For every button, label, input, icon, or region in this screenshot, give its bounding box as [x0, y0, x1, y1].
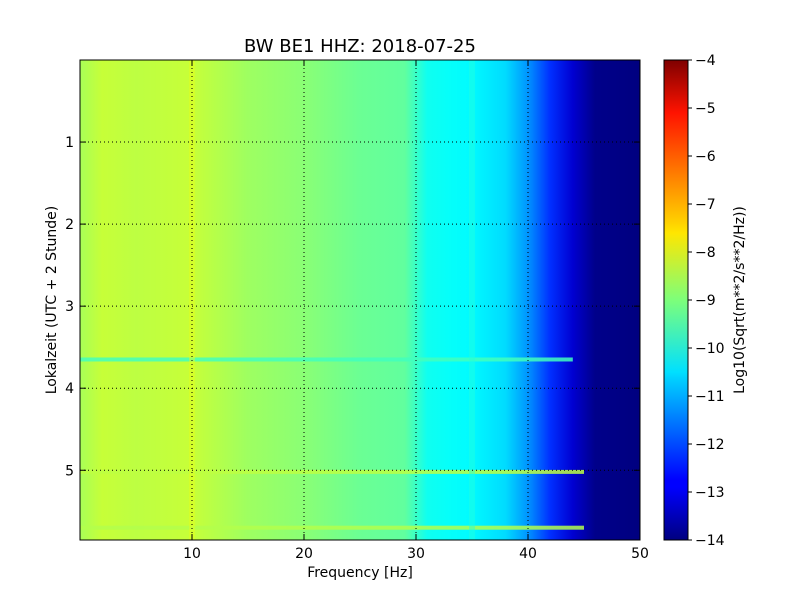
y-tick-label: 3 [65, 299, 74, 315]
colorbar-tick-label: −4 [695, 53, 716, 69]
colorbar-tick-label: −13 [695, 485, 725, 501]
x-tick-label: 40 [519, 546, 537, 562]
y-tick-label: 5 [65, 463, 74, 479]
colorbar-tick-label: −5 [695, 101, 716, 117]
x-tick-label: 10 [183, 546, 201, 562]
x-axis-label: Frequency [Hz] [307, 565, 413, 581]
colorbar-tick-label: −12 [695, 437, 725, 453]
colorbar-tick-label: −14 [695, 533, 725, 549]
y-tick-label: 1 [65, 135, 74, 151]
x-tick-label: 30 [407, 546, 425, 562]
colorbar-tick-label: −7 [695, 197, 716, 213]
colorbar-tick-label: −8 [695, 245, 716, 261]
x-tick-label: 20 [295, 546, 313, 562]
horizontal-feature-band [80, 357, 573, 362]
colorbar-tick-label: −10 [695, 341, 725, 357]
vertical-feature-line [469, 60, 475, 540]
horizontal-feature-band [80, 525, 584, 530]
chart-title: BW BE1 HHZ: 2018-07-25 [244, 36, 476, 57]
colorbar-tick-label: −11 [695, 389, 725, 405]
y-axis-label: Lokalzeit (UTC + 2 Stunde) [44, 206, 60, 395]
x-tick-label: 50 [631, 546, 649, 562]
y-tick-label: 4 [65, 381, 74, 397]
colorbar: −4 −5 −6 −7 −8 −9 −10 −11 −12 −13 −14 Log10(Sqrt(m… [663, 53, 748, 549]
colorbar-tick-label: −6 [695, 149, 716, 165]
colorbar-label: Log10(Sqrt(m**2/s**2/Hz)) [732, 206, 748, 394]
horizontal-feature-band [80, 469, 584, 474]
y-tick-label: 2 [65, 217, 74, 233]
heatmap-base [80, 60, 640, 540]
colorbar-gradient [663, 59, 689, 541]
plot-frame [79, 59, 641, 541]
colorbar-tick-label: −9 [695, 293, 716, 309]
plot-area: 10 20 30 40 50 1 2 3 4 5 [65, 59, 649, 562]
